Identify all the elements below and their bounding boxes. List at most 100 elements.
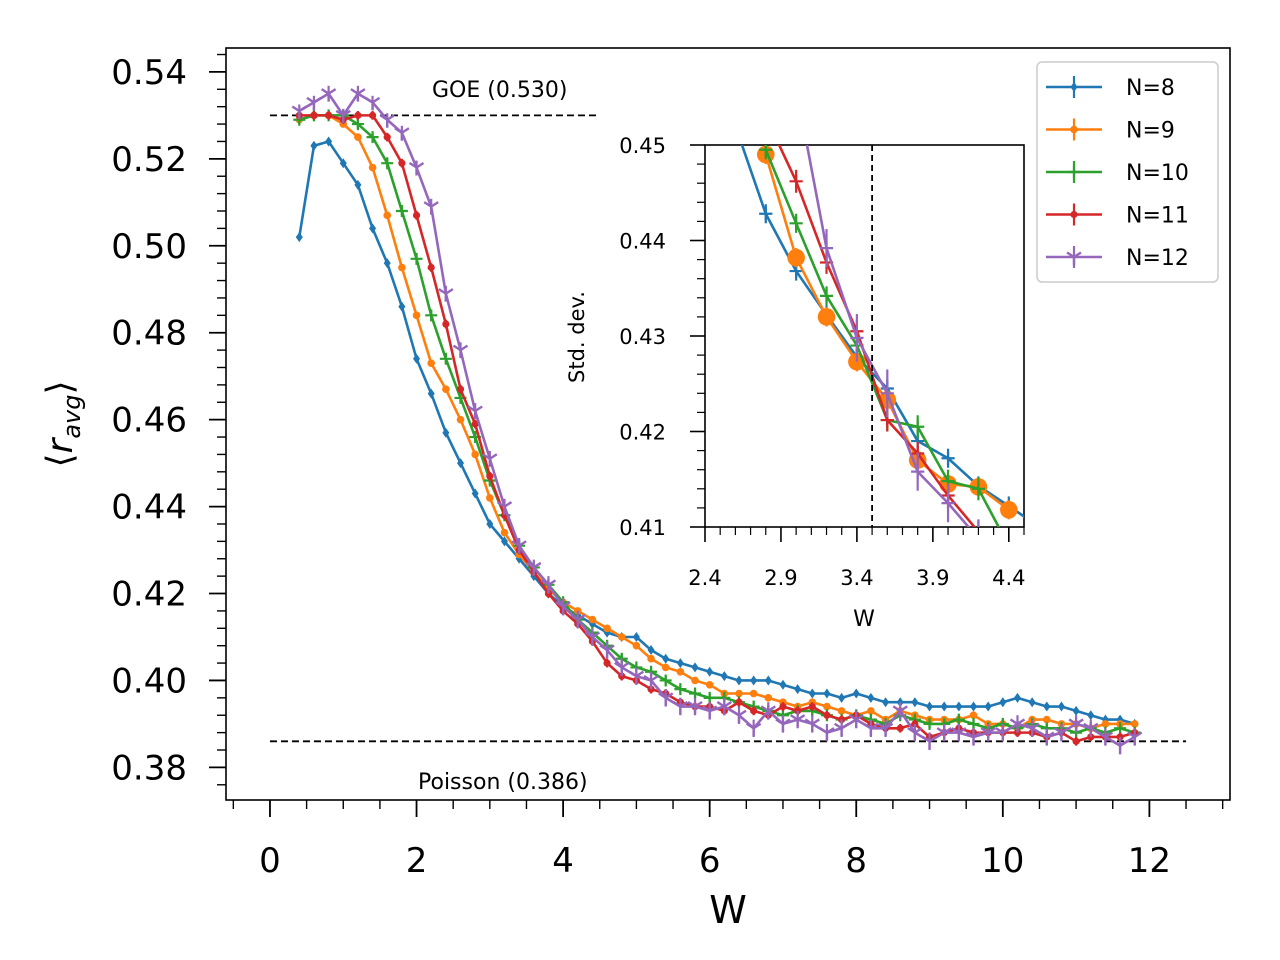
data-point	[936, 727, 952, 741]
inset-y-tick-label: 0.42	[619, 421, 666, 445]
legend-label: N=8	[1126, 76, 1175, 101]
data-point	[310, 140, 318, 151]
data-point	[325, 136, 333, 147]
data-point	[442, 320, 450, 328]
data-point	[368, 163, 377, 172]
series-line	[298, 114, 1135, 730]
legend-item-n-10: N=10	[1046, 161, 1189, 186]
data-point	[823, 688, 831, 699]
data-point	[310, 111, 318, 119]
x-tick-label: 4	[552, 841, 574, 881]
data-point	[588, 615, 597, 624]
data-point	[584, 631, 601, 645]
data-point	[364, 96, 381, 111]
data-point	[764, 675, 772, 686]
data-point	[643, 674, 659, 689]
series-line	[298, 140, 1136, 726]
x-axis-title: W	[709, 888, 747, 932]
data-point	[749, 689, 758, 698]
data-point	[423, 201, 439, 215]
data-point	[369, 223, 377, 234]
data-point	[500, 528, 509, 537]
data-point	[291, 105, 307, 120]
main-series-group	[291, 85, 1143, 755]
data-point	[691, 676, 699, 685]
data-point	[833, 722, 850, 737]
data-point	[1013, 692, 1021, 703]
data-point	[425, 309, 438, 322]
data-point	[457, 458, 465, 469]
data-point	[632, 641, 641, 650]
x-tick-label: 0	[259, 841, 281, 881]
data-point	[335, 109, 351, 124]
data-point	[1083, 722, 1099, 737]
inset-data-point	[787, 248, 805, 267]
data-point	[735, 689, 743, 698]
inset-x-tick-label: 3.9	[916, 566, 949, 590]
y-axis-title: ⟨ravg⟩	[40, 380, 86, 467]
data-point	[716, 701, 732, 715]
inset-data-point	[759, 207, 773, 221]
data-point	[1072, 737, 1080, 745]
y-tick-label: 0.40	[111, 661, 187, 701]
data-point	[1024, 722, 1040, 737]
data-point	[1087, 710, 1095, 721]
data-point	[1039, 731, 1055, 745]
data-point	[1072, 705, 1080, 716]
data-point	[804, 718, 820, 732]
data-point	[410, 252, 423, 265]
data-point	[969, 711, 978, 720]
data-point	[896, 724, 904, 732]
inset-x-tick-label: 4.4	[992, 566, 1025, 590]
poisson-label: Poisson (0.386)	[418, 770, 588, 795]
legend-marker	[1070, 210, 1078, 219]
data-point	[632, 631, 640, 642]
series-line	[298, 92, 1136, 747]
data-point	[907, 727, 923, 741]
data-point	[999, 697, 1007, 708]
data-point	[779, 679, 787, 690]
y-tick-label: 0.50	[111, 227, 187, 267]
data-point	[923, 717, 936, 730]
legend-marker	[1068, 166, 1080, 178]
data-point	[674, 683, 687, 696]
data-point	[703, 691, 716, 704]
data-point	[383, 211, 392, 220]
data-point	[691, 662, 699, 673]
data-point	[647, 645, 655, 656]
data-point	[789, 714, 806, 728]
data-point	[412, 311, 421, 320]
y-tick-label: 0.54	[111, 53, 187, 93]
data-point	[1130, 720, 1139, 728]
data-point	[394, 127, 410, 141]
data-point	[614, 661, 630, 676]
inset-data-point	[819, 241, 834, 255]
data-point	[412, 211, 421, 219]
data-point	[823, 702, 831, 711]
data-point	[808, 688, 816, 699]
inset-data-point	[911, 420, 925, 434]
inset-series-n-12	[805, 145, 980, 527]
data-point	[760, 705, 776, 719]
data-point	[540, 579, 557, 593]
data-point	[628, 670, 645, 685]
inset-data-point	[941, 451, 955, 465]
data-point	[746, 722, 762, 737]
data-point	[381, 157, 394, 170]
legend-label: N=10	[1126, 161, 1189, 186]
legend-marker	[1070, 82, 1078, 92]
data-point	[658, 692, 674, 706]
legend-box	[1036, 61, 1219, 283]
data-point	[676, 667, 685, 676]
data-point	[965, 731, 982, 745]
y-tick-label: 0.38	[111, 748, 187, 788]
inset-data-point	[817, 308, 836, 326]
data-point	[867, 692, 875, 703]
data-point	[1009, 718, 1026, 732]
data-point	[1114, 722, 1127, 735]
data-point	[951, 727, 967, 741]
data-point	[764, 694, 773, 702]
goe-label: GOE (0.530)	[432, 78, 567, 103]
data-point	[496, 501, 513, 515]
legend-item-n-8: N=8	[1046, 76, 1175, 101]
